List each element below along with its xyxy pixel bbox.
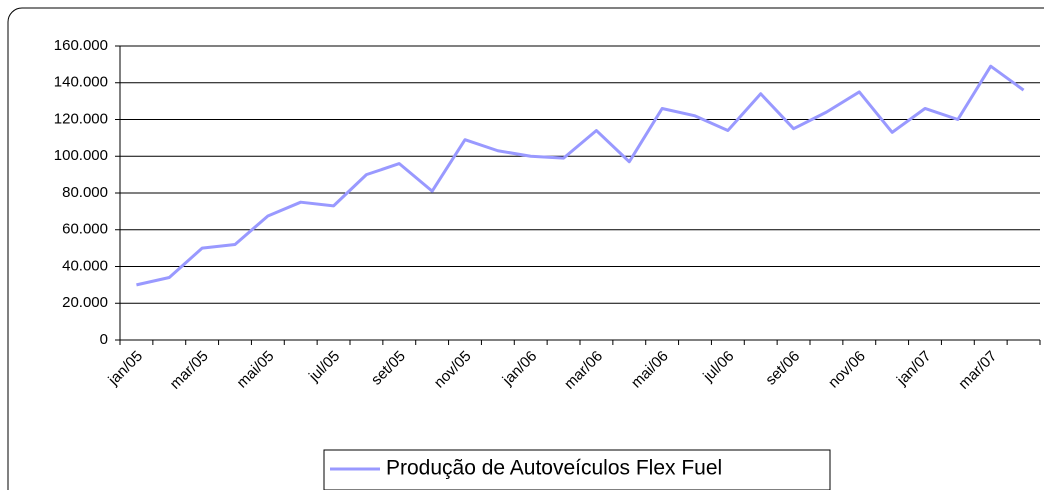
data-line <box>136 64 1025 287</box>
y-tick-label: 120.000 <box>54 110 108 127</box>
y-tick-label: 0 <box>100 331 108 348</box>
chart-border <box>7 7 1044 490</box>
legend-box <box>323 449 831 490</box>
y-tick-label: 60.000 <box>62 221 108 238</box>
y-tick-label: 100.000 <box>54 147 108 164</box>
y-tick-label: 40.000 <box>62 257 108 274</box>
y-tick-label: 160.000 <box>54 37 108 54</box>
y-tick-label: 80.000 <box>62 184 108 201</box>
legend-label: Produção de Autoveículos Flex Fuel <box>386 457 722 480</box>
y-tick-label: 140.000 <box>54 74 108 91</box>
y-tick-label: 20.000 <box>62 294 108 311</box>
